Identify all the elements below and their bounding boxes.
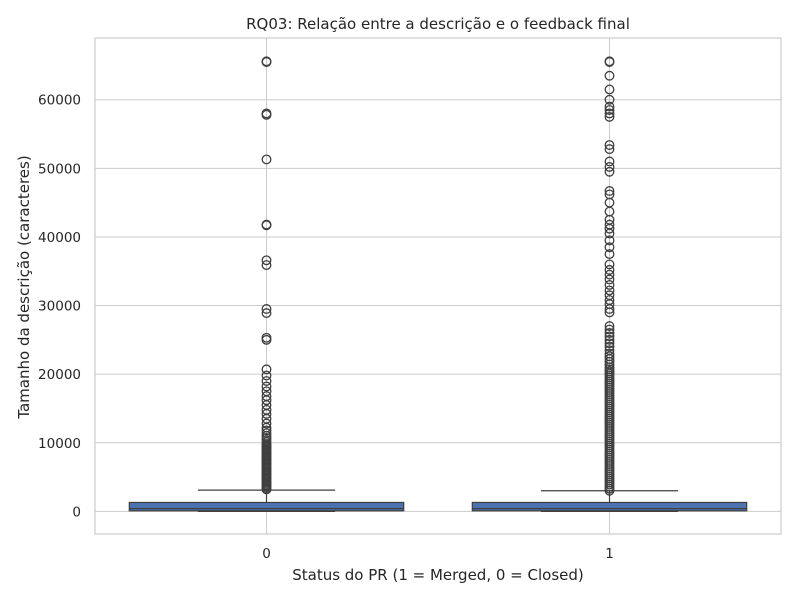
outlier-point	[604, 331, 615, 342]
outlier-point	[261, 56, 272, 67]
x-axis-label: Status do PR (1 = Merged, 0 = Closed)	[292, 566, 584, 584]
outlier-point	[604, 140, 615, 150]
y-tick-label: 30000	[38, 299, 81, 315]
outlier-point	[604, 219, 615, 230]
y-axis-label: Tamanho da descrição (caracteres)	[15, 155, 33, 419]
outlier-point	[261, 364, 272, 375]
outlier-point	[261, 428, 272, 439]
outlier-point	[604, 94, 615, 105]
y-tick-label: 10000	[38, 436, 81, 452]
chart-title: RQ03: Relação entre a descrição e o feed…	[246, 15, 630, 33]
outlier-point	[604, 70, 615, 81]
outlier-point	[261, 108, 272, 119]
outlier-point	[604, 105, 615, 115]
outlier-point	[261, 260, 272, 271]
outlier-point	[604, 324, 615, 335]
outlier-point	[604, 328, 615, 338]
outlier-point	[604, 235, 615, 246]
outlier-point	[261, 154, 272, 165]
outlier-point	[604, 108, 615, 119]
outlier-point	[604, 285, 615, 296]
y-tick-label: 40000	[38, 230, 81, 246]
box-1	[471, 56, 748, 512]
outlier-point	[604, 341, 615, 352]
outlier-point	[261, 304, 272, 314]
box-0	[128, 56, 405, 512]
outlier-point	[604, 156, 615, 167]
outlier-point	[604, 166, 615, 177]
outlier-point	[604, 56, 615, 67]
outlier-point	[261, 418, 272, 429]
outlier-point	[604, 334, 615, 345]
plot-frame	[94, 37, 782, 535]
y-tick-label: 20000	[38, 367, 81, 383]
outlier-point	[261, 381, 272, 392]
outlier-point	[604, 242, 615, 253]
outlier-point	[604, 101, 615, 112]
outlier-point	[604, 321, 615, 332]
outlier-point	[261, 391, 272, 402]
outlier-point	[604, 259, 615, 270]
x-tick-label: 0	[262, 546, 271, 562]
outlier-point	[604, 348, 615, 359]
outlier-point	[604, 111, 615, 122]
outlier-point	[604, 338, 615, 349]
outlier-point	[261, 404, 272, 415]
y-axis-ticks: 0 10000 20000 30000 40000 50000 60000	[38, 93, 81, 521]
outlier-point	[604, 345, 615, 356]
outlier-point	[261, 425, 272, 436]
outlier-point	[604, 264, 615, 275]
y-tick-label: 50000	[38, 161, 81, 177]
outlier-point	[604, 290, 615, 301]
grid-lines	[95, 38, 781, 534]
iqr-box	[128, 501, 405, 512]
outlier-point	[261, 370, 272, 381]
outlier-point	[604, 189, 615, 200]
iqr-box	[471, 501, 748, 512]
outlier-point	[604, 84, 615, 95]
outlier-point	[261, 386, 272, 397]
outlier-point	[604, 186, 615, 196]
outlier-point	[261, 308, 272, 319]
outlier-point	[261, 332, 272, 343]
x-tick-label: 1	[605, 546, 614, 562]
outlier-point	[604, 269, 615, 280]
outlier-point	[261, 255, 272, 266]
box-series	[128, 56, 748, 512]
outlier-point	[261, 376, 272, 386]
outlier-point	[604, 351, 615, 362]
y-tick-label: 0	[72, 504, 81, 520]
outlier-point	[604, 249, 615, 260]
outlier-point	[604, 295, 615, 306]
outlier-point	[604, 280, 615, 290]
y-tick-label: 60000	[38, 93, 81, 109]
outlier-point	[604, 162, 615, 172]
outlier-point	[604, 144, 615, 155]
outlier-point	[604, 274, 615, 285]
outlier-point	[261, 219, 272, 230]
